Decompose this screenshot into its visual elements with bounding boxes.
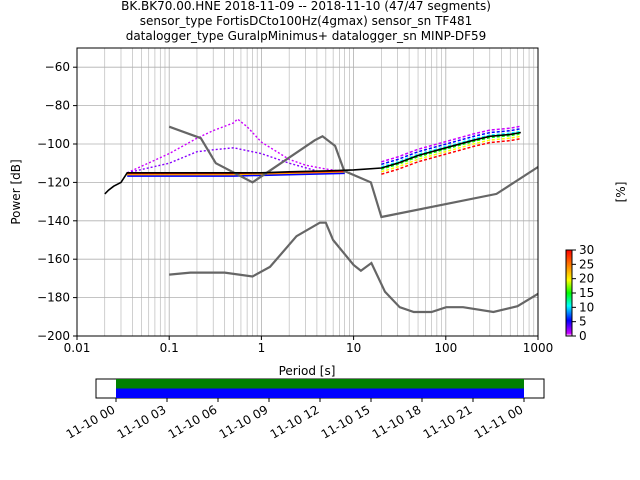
- x-tick-label: 1000: [523, 341, 554, 355]
- timeline-tick-label: 11-10 00: [64, 402, 118, 441]
- nhnm-line: [168, 125, 539, 219]
- psd-band-5: [381, 127, 521, 166]
- y-tick-label: −120: [37, 175, 70, 189]
- timeline-tick-label: 11-10 21: [421, 402, 475, 441]
- x-tick-label: 0.01: [64, 341, 91, 355]
- timeline-tick-label: 11-11 00: [472, 402, 526, 441]
- colorbar-tick-label: 0: [579, 329, 587, 343]
- psd-lowband-2: [127, 171, 345, 176]
- nlnm-line: [169, 221, 539, 314]
- spread-curve-2: [127, 147, 318, 174]
- x-tick-label: 1: [258, 341, 266, 355]
- colorbar-tick-label: 25: [579, 257, 594, 271]
- x-tick-label: 10: [346, 341, 361, 355]
- psd-band-2: [381, 135, 521, 173]
- y-tick-label: −140: [37, 214, 70, 228]
- x-axis-label: Period [s]: [279, 364, 336, 378]
- x-tick-label: 100: [434, 341, 457, 355]
- colorbar-tick-label: 5: [579, 315, 587, 329]
- colorbar: [565, 249, 573, 337]
- x-tick-label: 0.1: [160, 341, 179, 355]
- mode-line: [104, 131, 521, 195]
- colorbar-tick-label: 30: [579, 243, 594, 257]
- timeline-tick-label: 11-10 06: [166, 402, 220, 441]
- timeline-tick-label: 11-10 03: [115, 402, 169, 441]
- title-line-2: sensor_type FortisDCto100Hz(4gmax) senso…: [140, 14, 472, 28]
- title-line-3: datalogger_type GuralpMinimus+ datalogge…: [126, 29, 487, 43]
- y-tick-label: −80: [45, 99, 70, 113]
- colorbar-tick-label: 10: [579, 300, 594, 314]
- timeline-segment-green: [116, 379, 524, 389]
- psd-band-3: [381, 132, 521, 170]
- timeline-segment-blue: [116, 388, 524, 398]
- colorbar-label: [%]: [614, 182, 628, 203]
- psd-band-1: [381, 137, 521, 175]
- colorbar-tick-label: 15: [579, 286, 594, 300]
- timeline-tick-label: 11-10 09: [217, 402, 271, 441]
- y-tick-label: −100: [37, 137, 70, 151]
- x-ticks: 0.01 0.1 1 10 100 1000: [64, 336, 554, 355]
- timeline-tick-label: 11-10 18: [370, 402, 424, 441]
- title-line-1: BK.BK70.00.HNE 2018-11-09 -- 2018-11-10 …: [121, 0, 491, 13]
- y-tick-label: −180: [37, 291, 70, 305]
- psd-band-6: [381, 125, 521, 163]
- y-axis-label: Power [dB]: [9, 159, 23, 224]
- plot-grid: [76, 48, 538, 337]
- plot-frame: [76, 47, 539, 337]
- y-tick-label: −160: [37, 252, 70, 266]
- timeline-tick-label: 11-10 15: [319, 402, 373, 441]
- y-tick-label: −200: [37, 329, 70, 343]
- y-tick-label: −60: [45, 60, 70, 74]
- colorbar-tick-label: 20: [579, 272, 594, 286]
- spread-curve-1: [126, 118, 340, 174]
- y-ticks: −60 −80 −100 −120 −140 −160 −180 −200: [37, 60, 77, 343]
- psd-band-4: [381, 130, 521, 168]
- plot-data: [104, 118, 539, 314]
- timeline-tick-label: 11-10 12: [268, 402, 322, 441]
